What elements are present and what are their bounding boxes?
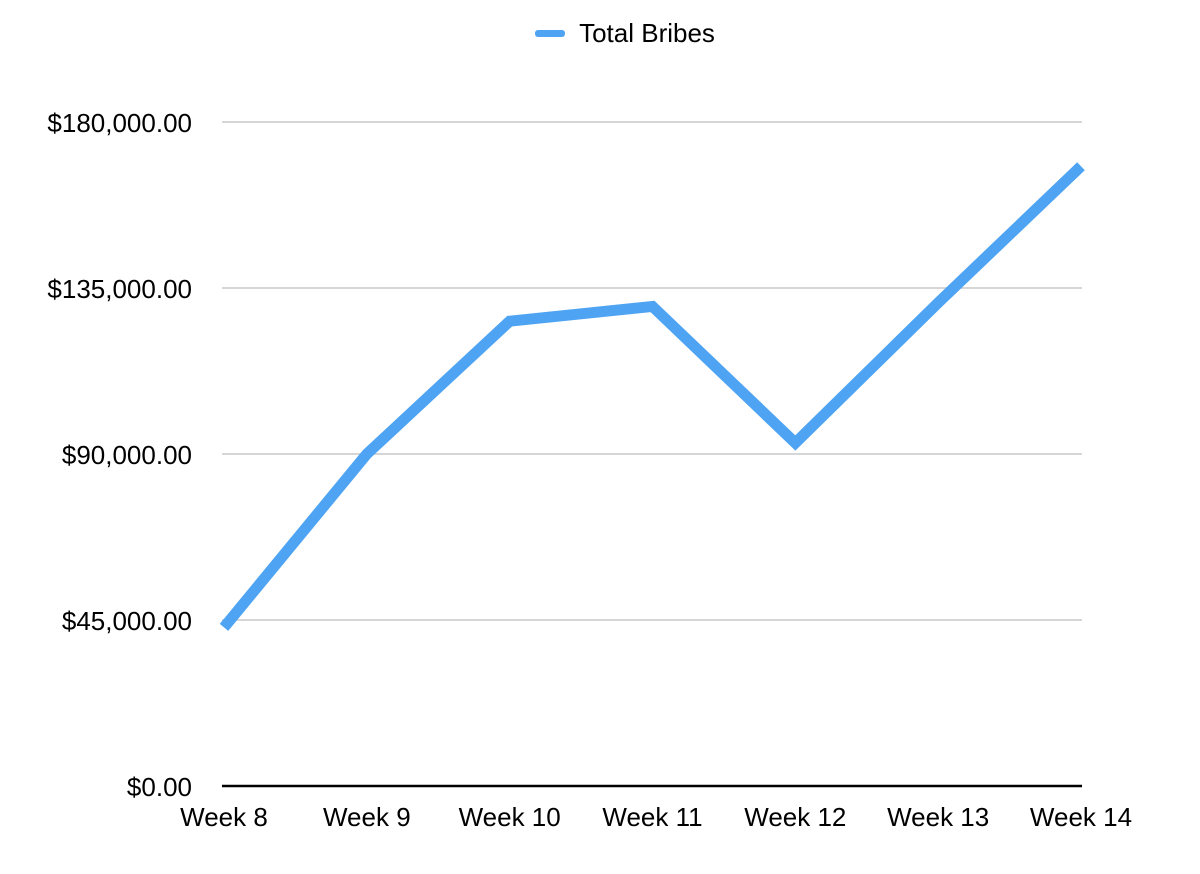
y-tick-label: $45,000.00 <box>62 606 192 636</box>
x-tick-label: Week 14 <box>1030 802 1132 832</box>
x-tick-label: Week 12 <box>744 802 846 832</box>
y-tick-label: $135,000.00 <box>47 274 192 304</box>
legend: Total Bribes <box>0 18 1200 49</box>
series-line <box>219 162 1085 631</box>
x-tick-label: Week 9 <box>323 802 411 832</box>
y-tick-label: $180,000.00 <box>47 108 192 138</box>
y-tick-label: $0.00 <box>127 772 192 802</box>
x-tick-label: Week 13 <box>887 802 989 832</box>
legend-swatch <box>535 30 566 37</box>
y-tick-label: $90,000.00 <box>62 440 192 470</box>
legend-label: Total Bribes <box>579 18 715 48</box>
x-tick-label: Week 10 <box>459 802 561 832</box>
x-tick-label: Week 11 <box>602 802 702 832</box>
x-tick-label: Week 8 <box>180 802 268 832</box>
